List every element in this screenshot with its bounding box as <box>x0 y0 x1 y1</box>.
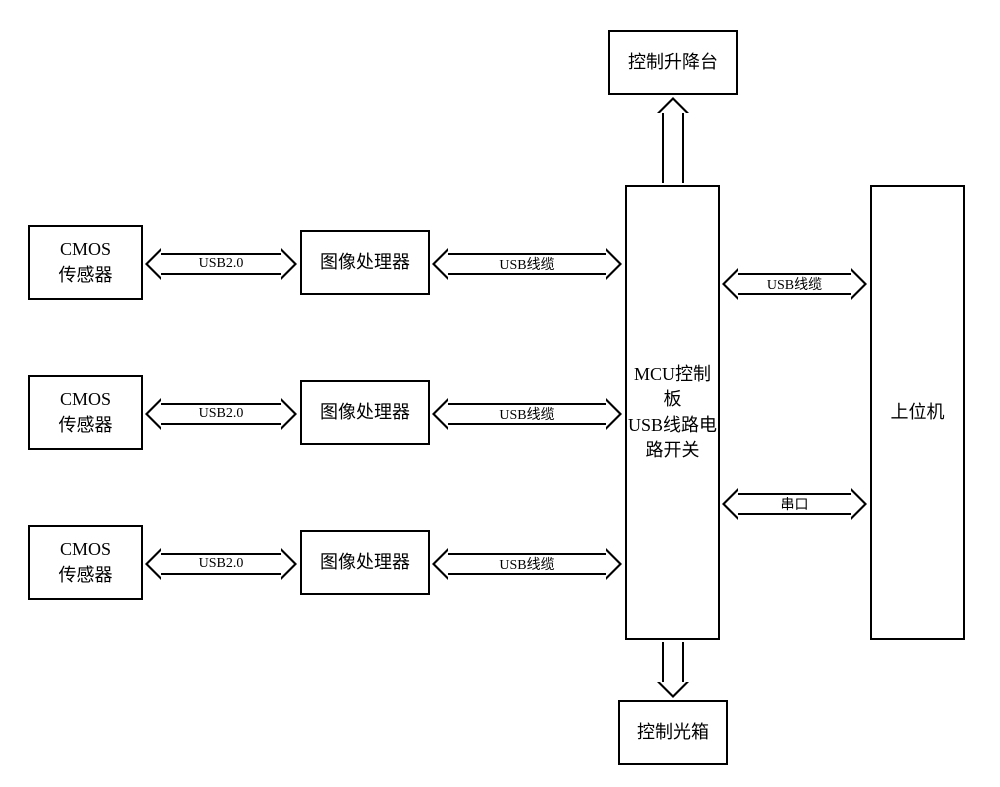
label-cmos-sensor-1: CMOS 传感器 <box>59 237 113 287</box>
arrow-proc2-mcu: USB线缆 <box>432 398 622 430</box>
label-lift-control: 控制升降台 <box>628 50 718 75</box>
arrow-sensor3-proc3: USB2.0 <box>145 548 297 580</box>
arrow-sensor2-proc2: USB2.0 <box>145 398 297 430</box>
arrow-label-usbcable-1: USB线缆 <box>499 254 554 274</box>
label-image-processor-2: 图像处理器 <box>320 400 410 425</box>
box-cmos-sensor-1: CMOS 传感器 <box>28 225 143 300</box>
arrow-mcu-host-usb: USB线缆 <box>722 268 867 300</box>
label-host-computer: 上位机 <box>891 400 945 425</box>
arrow-proc1-mcu: USB线缆 <box>432 248 622 280</box>
label-light-control: 控制光箱 <box>637 720 709 745</box>
label-cmos-sensor-2: CMOS 传感器 <box>59 387 113 437</box>
arrow-label-usb20-2: USB2.0 <box>199 406 244 422</box>
arrow-label-usbcable-2: USB线缆 <box>499 404 554 424</box>
box-host-computer: 上位机 <box>870 185 965 640</box>
box-image-processor-1: 图像处理器 <box>300 230 430 295</box>
arrow-label-usb20-1: USB2.0 <box>199 256 244 272</box>
arrow-mcu-to-light <box>657 642 689 698</box>
box-image-processor-2: 图像处理器 <box>300 380 430 445</box>
arrow-sensor1-proc1: USB2.0 <box>145 248 297 280</box>
box-cmos-sensor-2: CMOS 传感器 <box>28 375 143 450</box>
arrow-label-usbcable-host: USB线缆 <box>767 274 822 294</box>
label-image-processor-1: 图像处理器 <box>320 250 410 275</box>
box-light-control: 控制光箱 <box>618 700 728 765</box>
label-mcu-controller: MCU控制板 USB线路电 路开关 <box>627 362 718 463</box>
arrow-label-usbcable-3: USB线缆 <box>499 554 554 574</box>
arrow-label-serial: 串口 <box>781 494 809 514</box>
box-cmos-sensor-3: CMOS 传感器 <box>28 525 143 600</box>
box-mcu-controller: MCU控制板 USB线路电 路开关 <box>625 185 720 640</box>
box-image-processor-3: 图像处理器 <box>300 530 430 595</box>
diagram-canvas: CMOS 传感器 CMOS 传感器 CMOS 传感器 图像处理器 图像处理器 图… <box>0 0 1000 787</box>
label-cmos-sensor-3: CMOS 传感器 <box>59 537 113 587</box>
arrow-mcu-host-serial: 串口 <box>722 488 867 520</box>
box-lift-control: 控制升降台 <box>608 30 738 95</box>
label-image-processor-3: 图像处理器 <box>320 550 410 575</box>
arrow-label-usb20-3: USB2.0 <box>199 556 244 572</box>
arrow-proc3-mcu: USB线缆 <box>432 548 622 580</box>
arrow-mcu-to-lift <box>657 97 689 183</box>
